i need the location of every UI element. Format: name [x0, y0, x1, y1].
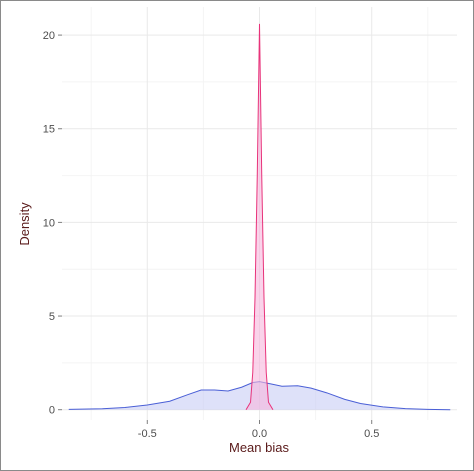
x-tick-label: -0.5 [138, 428, 157, 440]
x-tick-label: 0.0 [252, 428, 267, 440]
y-tick-label: 15 [43, 124, 55, 136]
y-tick-label: 20 [43, 30, 55, 42]
y-tick-label: 5 [49, 311, 55, 323]
y-tick-label: 10 [43, 217, 55, 229]
density-areas [68, 23, 451, 411]
y-tick-label: 0 [49, 405, 55, 417]
density-area-2 [246, 23, 273, 410]
y-axis-ticks: 0 5 10 15 20 [43, 30, 62, 417]
x-tick-label: 0.5 [364, 428, 379, 440]
x-axis-ticks: -0.5 0.0 0.5 [138, 420, 379, 440]
x-axis-title: Mean bias [229, 440, 289, 455]
y-axis-title: Density [17, 202, 32, 246]
density-line-2 [245, 23, 274, 410]
